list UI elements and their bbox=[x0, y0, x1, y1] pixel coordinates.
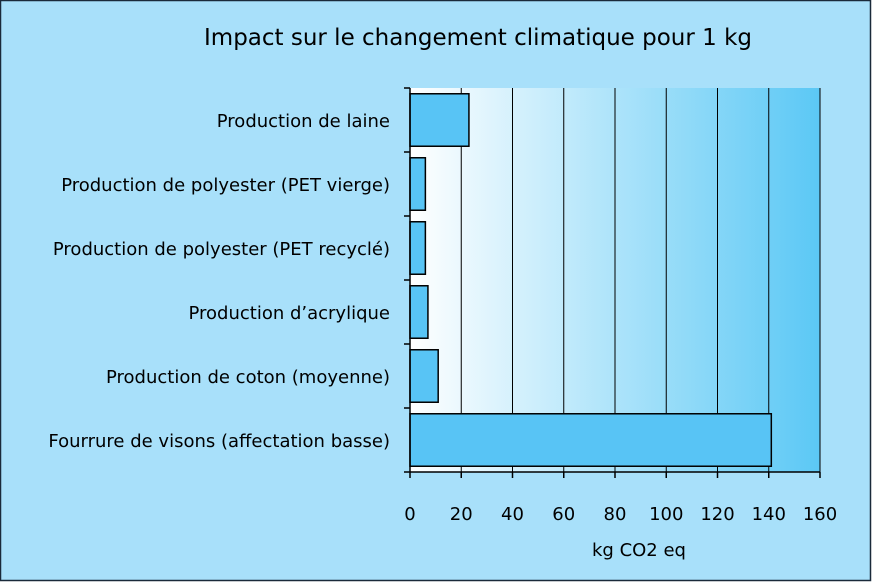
bar bbox=[409, 285, 429, 339]
category-label: Production d’acrylique bbox=[188, 303, 390, 324]
x-tick-label: 160 bbox=[803, 504, 837, 525]
bar bbox=[409, 157, 427, 211]
x-tick-labels: 0 20 40 60 80 100 120 140 160 bbox=[404, 504, 837, 525]
x-tick-label: 40 bbox=[501, 504, 524, 525]
bar bbox=[409, 221, 427, 275]
category-label: Production de polyester (PET vierge) bbox=[61, 175, 390, 196]
grid-lines bbox=[460, 88, 821, 472]
bars-group bbox=[409, 93, 773, 467]
bar bbox=[409, 349, 439, 403]
category-label: Production de coton (moyenne) bbox=[106, 367, 390, 388]
x-tick-label: 60 bbox=[552, 504, 575, 525]
category-label: Production de polyester (PET recyclé) bbox=[53, 239, 390, 260]
x-tick-label: 120 bbox=[700, 504, 734, 525]
bar bbox=[409, 93, 470, 147]
category-label: Fourrure de visons (affectation basse) bbox=[48, 431, 390, 452]
axes bbox=[404, 87, 821, 478]
chart-title: Impact sur le changement climatique pour… bbox=[204, 25, 752, 51]
x-axis-title: kg CO2 eq bbox=[592, 540, 686, 561]
category-label: Production de laine bbox=[217, 111, 390, 132]
x-tick-label: 0 bbox=[404, 504, 415, 525]
category-labels: Production de laine Production de polyest… bbox=[48, 111, 390, 452]
x-tick-label: 80 bbox=[604, 504, 627, 525]
bar bbox=[409, 413, 773, 467]
x-tick-label: 140 bbox=[752, 504, 786, 525]
x-tick-label: 20 bbox=[450, 504, 473, 525]
x-tick-label: 100 bbox=[649, 504, 683, 525]
